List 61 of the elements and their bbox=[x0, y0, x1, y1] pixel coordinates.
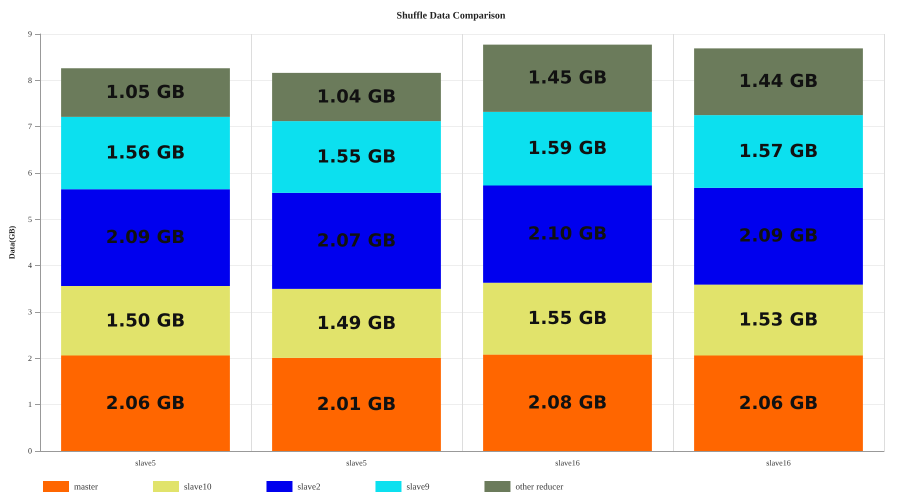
data-label: 2.10 GB bbox=[528, 224, 608, 245]
data-label: 1.50 GB bbox=[106, 310, 186, 332]
chart-title: Shuffle Data Comparison bbox=[396, 10, 506, 22]
bar bbox=[272, 358, 441, 451]
data-label: 1.45 GB bbox=[528, 68, 608, 89]
bar bbox=[61, 116, 230, 190]
bar bbox=[272, 192, 441, 289]
y-tick-label: 6 bbox=[28, 168, 32, 178]
data-label: 1.53 GB bbox=[738, 310, 818, 331]
legend-label: slave2 bbox=[297, 482, 320, 492]
bar bbox=[61, 356, 230, 451]
data-label: 2.07 GB bbox=[316, 230, 396, 252]
bar bbox=[694, 356, 863, 451]
y-tick-label: 8 bbox=[28, 76, 32, 85]
y-tick-label: 4 bbox=[28, 261, 32, 270]
x-tick-label: slave5 bbox=[346, 458, 367, 468]
data-label: 1.59 GB bbox=[528, 138, 608, 160]
data-label: 2.08 GB bbox=[528, 392, 608, 414]
data-label: 2.09 GB bbox=[738, 226, 818, 247]
bar bbox=[483, 186, 652, 283]
bar bbox=[61, 68, 230, 117]
y-tick-label: 2 bbox=[28, 354, 32, 363]
bar bbox=[483, 44, 652, 112]
legend-label: master bbox=[74, 482, 98, 492]
y-axis-title: Data(GB) bbox=[8, 226, 16, 260]
legend-label: slave9 bbox=[406, 482, 430, 492]
y-tick-label: 0 bbox=[28, 446, 32, 456]
bar bbox=[61, 286, 230, 356]
bar bbox=[272, 288, 441, 358]
bar bbox=[694, 48, 863, 116]
legend-label: slave10 bbox=[184, 482, 212, 492]
y-tick-label: 1 bbox=[28, 400, 32, 410]
bar bbox=[694, 115, 863, 188]
legend-label: other reducer bbox=[515, 482, 564, 492]
data-label: 1.44 GB bbox=[738, 71, 818, 92]
bar bbox=[483, 282, 652, 355]
data-label: 1.55 GB bbox=[316, 146, 396, 168]
x-tick-label: slave16 bbox=[555, 458, 580, 468]
data-label: 1.55 GB bbox=[528, 308, 608, 330]
bar bbox=[694, 188, 863, 285]
y-tick-label: 7 bbox=[28, 122, 32, 132]
y-tick-label: 3 bbox=[28, 308, 32, 316]
bar bbox=[483, 354, 652, 451]
y-tick-label: 9 bbox=[28, 30, 32, 38]
data-label: 2.06 GB bbox=[106, 392, 186, 414]
data-label: 2.09 GB bbox=[106, 227, 186, 248]
data-label: 2.01 GB bbox=[316, 394, 396, 415]
bar bbox=[272, 121, 441, 193]
x-tick-label: slave16 bbox=[766, 458, 791, 468]
data-label: 1.56 GB bbox=[106, 142, 186, 164]
data-label: 1.49 GB bbox=[316, 312, 396, 334]
data-label: 1.05 GB bbox=[106, 82, 186, 104]
bar bbox=[61, 189, 230, 286]
data-label: 2.06 GB bbox=[738, 392, 818, 414]
bar bbox=[272, 72, 441, 122]
bar bbox=[694, 284, 863, 356]
y-tick-label: 5 bbox=[28, 214, 32, 224]
data-label: 1.04 GB bbox=[316, 86, 396, 108]
bar bbox=[483, 112, 652, 186]
x-tick-label: slave5 bbox=[135, 458, 156, 468]
data-label: 1.57 GB bbox=[738, 140, 818, 162]
